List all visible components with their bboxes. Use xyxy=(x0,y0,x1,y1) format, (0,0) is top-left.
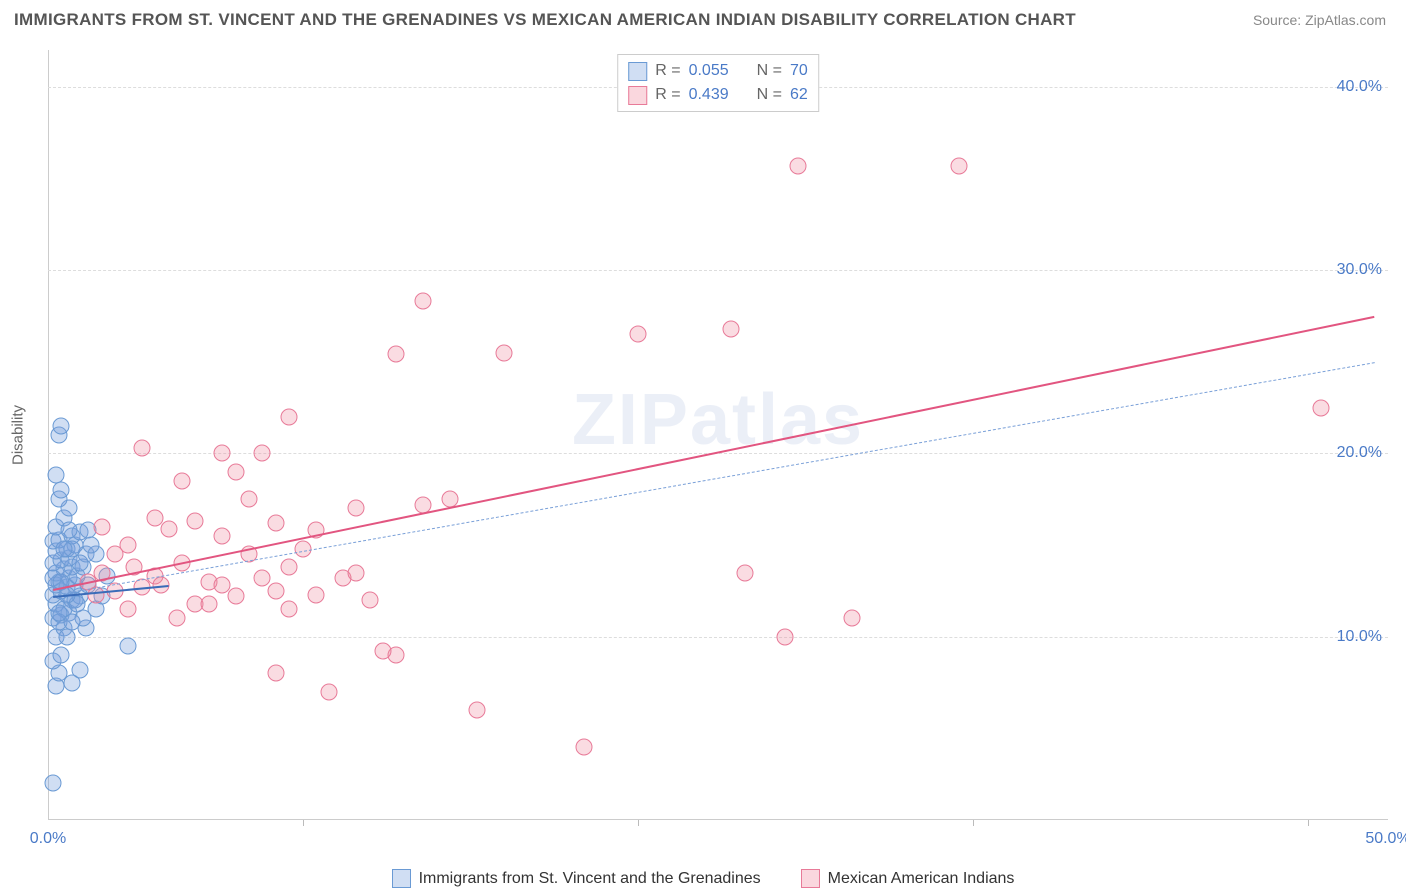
data-point xyxy=(58,628,75,645)
data-point xyxy=(45,775,62,792)
data-point xyxy=(214,527,231,544)
data-point xyxy=(64,614,81,631)
x-axis xyxy=(48,819,1388,820)
x-hash xyxy=(303,820,304,826)
y-axis xyxy=(48,50,49,820)
watermark: ZIPatlas xyxy=(572,379,864,461)
data-point xyxy=(227,588,244,605)
data-point xyxy=(168,610,185,627)
data-point xyxy=(227,463,244,480)
data-point xyxy=(348,500,365,517)
r-value: 0.439 xyxy=(689,83,729,107)
gridline xyxy=(48,270,1388,271)
y-axis-label: Disability xyxy=(10,405,27,465)
y-tick-label: 30.0% xyxy=(1337,261,1382,279)
data-point xyxy=(56,540,73,557)
data-point xyxy=(629,326,646,343)
data-point xyxy=(415,293,432,310)
data-point xyxy=(254,570,271,587)
x-hash xyxy=(973,820,974,826)
legend-swatch xyxy=(392,869,411,888)
data-point xyxy=(495,344,512,361)
data-point xyxy=(736,564,753,581)
data-point xyxy=(777,628,794,645)
legend-stat-row: R = 0.055 N = 70 xyxy=(628,59,808,83)
r-label: R = xyxy=(655,83,680,107)
data-point xyxy=(72,555,89,572)
data-point xyxy=(214,577,231,594)
data-point xyxy=(72,661,89,678)
data-point xyxy=(723,320,740,337)
x-tick-label: 0.0% xyxy=(30,830,66,848)
y-tick-label: 10.0% xyxy=(1337,628,1382,646)
x-tick-label: 50.0% xyxy=(1365,830,1406,848)
n-label: N = xyxy=(757,83,782,107)
data-point xyxy=(53,482,70,499)
data-point xyxy=(107,546,124,563)
legend-label: Immigrants from St. Vincent and the Gren… xyxy=(419,870,761,888)
source-label: Source: ZipAtlas.com xyxy=(1253,12,1386,28)
legend-item: Mexican American Indians xyxy=(801,869,1015,888)
data-point xyxy=(200,595,217,612)
legend-label: Mexican American Indians xyxy=(828,870,1015,888)
data-point xyxy=(241,491,258,508)
r-label: R = xyxy=(655,59,680,83)
data-point xyxy=(388,346,405,363)
data-point xyxy=(160,520,177,537)
data-point xyxy=(790,157,807,174)
data-point xyxy=(576,738,593,755)
data-point xyxy=(267,582,284,599)
legend-swatch xyxy=(628,86,647,105)
n-value: 62 xyxy=(790,83,808,107)
n-label: N = xyxy=(757,59,782,83)
n-value: 70 xyxy=(790,59,808,83)
data-point xyxy=(375,643,392,660)
data-point xyxy=(321,683,338,700)
data-point xyxy=(120,637,137,654)
data-point xyxy=(53,417,70,434)
r-value: 0.055 xyxy=(689,59,729,83)
data-point xyxy=(348,564,365,581)
data-point xyxy=(844,610,861,627)
data-point xyxy=(267,515,284,532)
data-point xyxy=(174,472,191,489)
data-point xyxy=(133,439,150,456)
data-point xyxy=(361,592,378,609)
chart-area: ZIPatlas Disability 10.0%20.0%30.0%40.0%… xyxy=(48,50,1388,820)
data-point xyxy=(294,540,311,557)
legend-bottom: Immigrants from St. Vincent and the Gren… xyxy=(0,869,1406,888)
legend-stat-row: R = 0.439 N = 62 xyxy=(628,83,808,107)
data-point xyxy=(61,522,78,539)
data-point xyxy=(281,559,298,576)
data-point xyxy=(1313,399,1330,416)
data-point xyxy=(214,445,231,462)
legend-stats: R = 0.055 N = 70 R = 0.439 N = 62 xyxy=(617,54,819,112)
legend-item: Immigrants from St. Vincent and the Gren… xyxy=(392,869,761,888)
data-point xyxy=(53,647,70,664)
gridline xyxy=(48,637,1388,638)
data-point xyxy=(93,518,110,535)
legend-swatch xyxy=(801,869,820,888)
data-point xyxy=(468,702,485,719)
chart-title: IMMIGRANTS FROM ST. VINCENT AND THE GREN… xyxy=(14,10,1076,30)
data-point xyxy=(281,408,298,425)
y-tick-label: 40.0% xyxy=(1337,78,1382,96)
trend-line xyxy=(53,362,1374,596)
data-point xyxy=(267,665,284,682)
data-point xyxy=(951,157,968,174)
y-tick-label: 20.0% xyxy=(1337,444,1382,462)
data-point xyxy=(187,513,204,530)
data-point xyxy=(120,601,137,618)
data-point xyxy=(281,601,298,618)
data-point xyxy=(254,445,271,462)
data-point xyxy=(147,509,164,526)
legend-swatch xyxy=(628,62,647,81)
x-hash xyxy=(638,820,639,826)
x-hash xyxy=(1308,820,1309,826)
data-point xyxy=(48,467,65,484)
data-point xyxy=(308,586,325,603)
